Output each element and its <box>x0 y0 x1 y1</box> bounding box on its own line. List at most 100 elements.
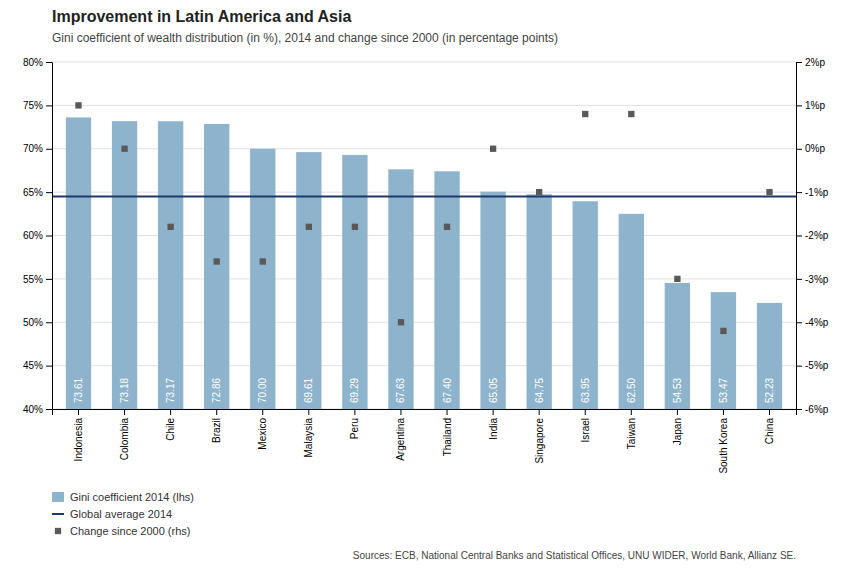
point <box>490 146 496 152</box>
tick-mark <box>796 322 802 323</box>
tick: 70% <box>23 143 52 154</box>
data-label: 65.05 <box>488 378 499 403</box>
tick-label: Indonesia <box>73 418 84 462</box>
point <box>444 224 450 230</box>
tick: 0%p <box>796 143 825 154</box>
axis-line <box>46 63 53 410</box>
legend: Gini coefficient 2014 (lhs) Global averag… <box>52 491 194 537</box>
point <box>214 258 220 264</box>
tick-label: India <box>488 418 499 440</box>
tick-label: 65% <box>23 187 43 198</box>
legend-label: Change since 2000 (rhs) <box>70 525 190 537</box>
grid-line <box>52 62 796 63</box>
tick-label: -5%p <box>805 360 829 371</box>
tick-mark <box>723 409 724 415</box>
bar <box>112 121 137 409</box>
bar <box>711 292 736 409</box>
tick: Israel <box>580 409 591 442</box>
axis-line <box>53 410 797 416</box>
tick-label: -6%p <box>805 404 829 415</box>
tick: Japan <box>672 409 683 445</box>
tick-mark <box>308 409 309 415</box>
tick-mark <box>46 279 52 280</box>
point <box>720 328 726 334</box>
axis-line <box>797 63 803 410</box>
tick-mark <box>46 62 52 63</box>
tick-label: -1%p <box>805 187 829 198</box>
point <box>536 189 542 195</box>
tick: Argentina <box>395 409 406 461</box>
tick-mark <box>769 409 770 415</box>
tick-mark <box>400 409 401 415</box>
tick-label: Argentina <box>395 418 406 461</box>
tick: -5%p <box>796 360 829 371</box>
tick-mark <box>796 236 802 237</box>
tick-mark <box>631 409 632 415</box>
data-label: 73.61 <box>73 378 84 403</box>
data-label: 54.53 <box>672 378 683 403</box>
legend-item: Global average 2014 <box>52 508 172 520</box>
legend-swatch <box>52 492 64 502</box>
y2-axis: -6%p-5%p-4%p-3%p-2%p-1%p0%p1%p2%p <box>796 57 829 415</box>
data-labels: 73.6173.1873.1772.8670.0069.6169.2967.63… <box>73 378 775 403</box>
tick-label: China <box>764 418 775 445</box>
tick-mark <box>796 192 802 193</box>
point <box>167 224 173 230</box>
bar <box>342 155 367 409</box>
point-series <box>75 102 772 334</box>
bar <box>296 152 321 409</box>
tick-label: Colombia <box>119 418 130 461</box>
data-label: 67.63 <box>395 378 406 403</box>
data-label: 69.29 <box>349 378 360 403</box>
tick: -4%p <box>796 317 829 328</box>
tick: Taiwan <box>626 409 637 449</box>
tick-label: Singapore <box>534 418 545 464</box>
legend-item: Gini coefficient 2014 (lhs) <box>52 491 194 503</box>
tick-mark <box>46 192 52 193</box>
bar <box>665 283 690 409</box>
tick: Colombia <box>119 409 130 460</box>
tick-label: 1%p <box>805 100 825 111</box>
tick-label: -3%p <box>805 274 829 285</box>
tick-label: Japan <box>672 418 683 445</box>
point <box>398 319 404 325</box>
tick-label: 55% <box>23 274 43 285</box>
tick-mark <box>170 409 171 415</box>
tick-mark <box>46 149 52 150</box>
tick-mark <box>216 409 217 415</box>
bar <box>158 121 183 409</box>
bar <box>388 169 413 409</box>
tick: -1%p <box>796 187 829 198</box>
tick-mark <box>493 409 494 415</box>
legend-swatch <box>52 513 64 515</box>
tick-mark <box>796 105 802 106</box>
point <box>306 224 312 230</box>
tick-mark <box>796 279 802 280</box>
grid-line <box>52 105 796 106</box>
tick-mark <box>796 149 802 150</box>
point <box>352 224 358 230</box>
point <box>75 102 81 108</box>
tick: 65% <box>23 187 52 198</box>
chart: Improvement in Latin America and Asia Gin… <box>0 0 848 569</box>
bar <box>757 303 782 409</box>
tick-mark <box>539 409 540 415</box>
bar <box>434 171 459 409</box>
tick: 40% <box>23 404 52 415</box>
point <box>121 146 127 152</box>
tick-label: Peru <box>349 418 360 439</box>
source: Sources: ECB, National Central Banks and… <box>353 550 796 561</box>
tick-mark <box>46 236 52 237</box>
data-label: 69.61 <box>303 378 314 403</box>
tick-label: 2%p <box>805 57 825 68</box>
bar-series <box>66 117 782 409</box>
tick-mark <box>46 409 52 410</box>
tick-mark <box>46 322 52 323</box>
tick: Brazil <box>211 409 222 443</box>
tick: Malaysia <box>303 409 314 457</box>
title: Improvement in Latin America and Asia <box>52 8 351 25</box>
tick-label: 45% <box>23 360 43 371</box>
tick-label: 70% <box>23 143 43 154</box>
tick-mark <box>78 409 79 415</box>
tick-label: 40% <box>23 404 43 415</box>
